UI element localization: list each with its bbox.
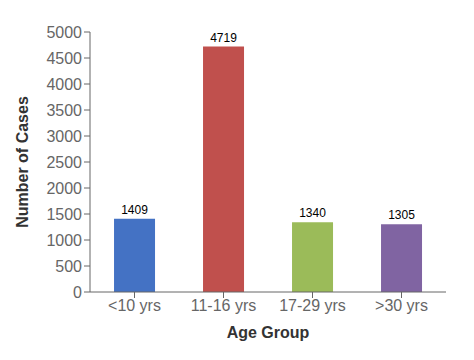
svg-text:4719: 4719	[210, 31, 237, 45]
svg-text:0: 0	[73, 284, 82, 301]
svg-text:3500: 3500	[46, 102, 82, 119]
svg-text:5000: 5000	[46, 24, 82, 41]
svg-text:1305: 1305	[388, 208, 415, 222]
svg-text:17-29 yrs: 17-29 yrs	[279, 297, 346, 314]
svg-text:3000: 3000	[46, 128, 82, 145]
svg-text:1340: 1340	[299, 206, 326, 220]
svg-text:1500: 1500	[46, 206, 82, 223]
svg-text:<10 yrs: <10 yrs	[108, 297, 161, 314]
svg-text:2500: 2500	[46, 154, 82, 171]
svg-text:500: 500	[55, 258, 82, 275]
svg-text:>30 yrs: >30 yrs	[375, 297, 428, 314]
svg-text:11-16 yrs: 11-16 yrs	[191, 297, 257, 314]
svg-text:Number of Cases: Number of Cases	[14, 96, 31, 228]
svg-text:1000: 1000	[46, 232, 82, 249]
svg-text:4000: 4000	[46, 76, 82, 93]
svg-text:4500: 4500	[46, 50, 82, 67]
svg-text:1409: 1409	[121, 203, 148, 217]
svg-text:Age Group: Age Group	[227, 324, 310, 341]
svg-text:2000: 2000	[46, 180, 82, 197]
